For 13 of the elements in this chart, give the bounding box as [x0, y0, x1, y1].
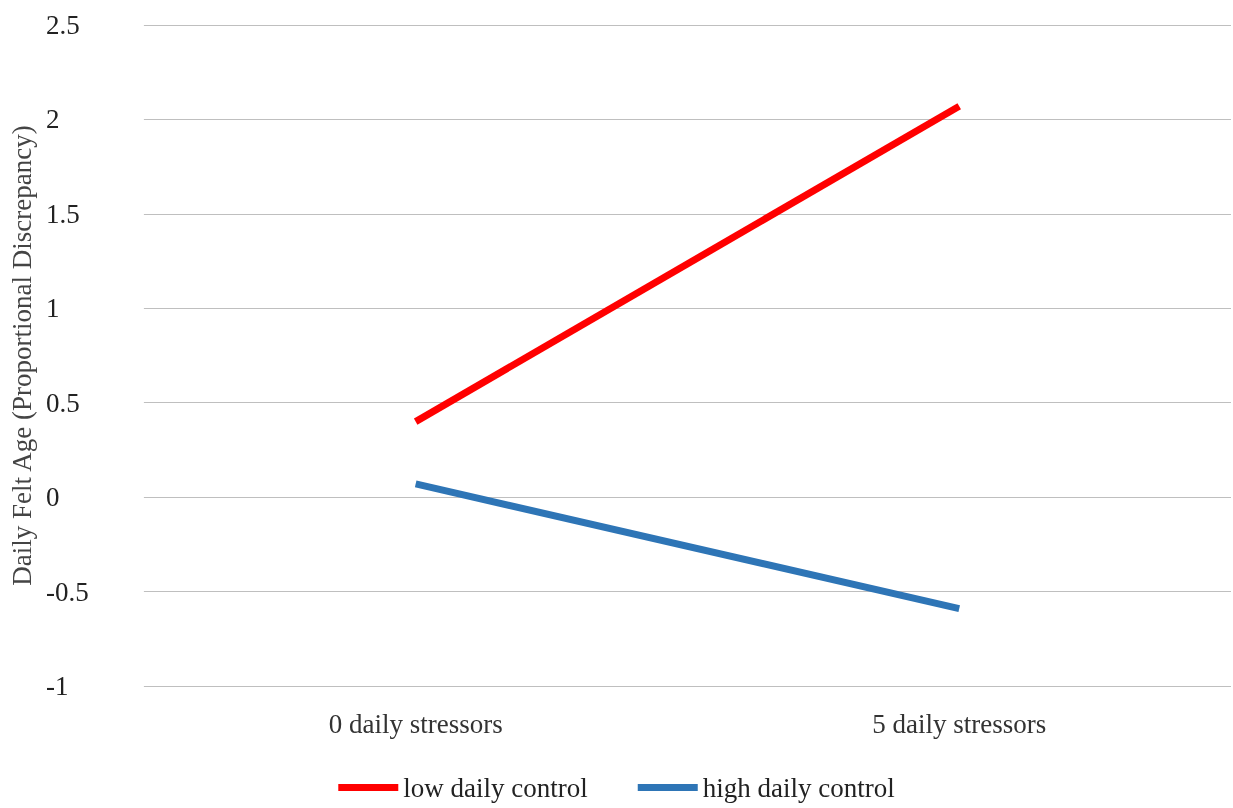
y-tick-label: 1.5 — [45, 198, 80, 229]
x-tick-label: 5 daily stressors — [872, 708, 1047, 739]
x-tick-label: 0 daily stressors — [328, 708, 503, 739]
y-tick-label: 1 — [45, 293, 60, 324]
y-tick-label: 2.5 — [45, 10, 80, 40]
y-tick-label: 0 — [45, 482, 60, 513]
y-tick-label: -0.5 — [45, 576, 89, 607]
y-tick-label: -1 — [45, 671, 69, 701]
y-axis-title: Daily Felt Age (Proportional Discrepancy) — [6, 125, 37, 586]
y-tick-label: 0.5 — [45, 387, 80, 418]
y-tick-label: 2 — [45, 104, 60, 135]
legend-label: high daily control — [702, 772, 895, 803]
legend-label: low daily control — [403, 772, 588, 803]
